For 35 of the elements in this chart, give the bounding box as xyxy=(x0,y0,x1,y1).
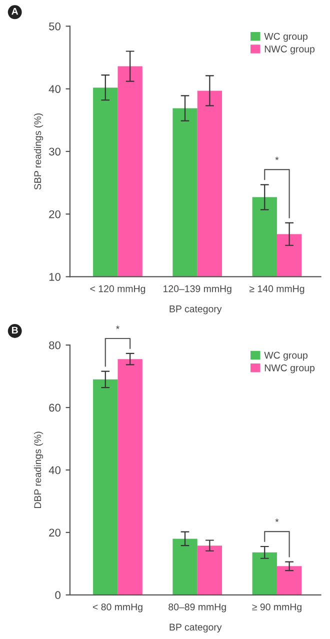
y-axis-title: SBP readings (%) xyxy=(34,113,44,190)
y-tick-label: 40 xyxy=(48,85,60,93)
x-tick-label: 80–89 mmHg xyxy=(168,604,226,612)
bar xyxy=(93,379,118,595)
bar xyxy=(172,538,198,595)
bar xyxy=(197,546,222,595)
bar xyxy=(118,359,142,595)
x-tick-label: < 120 mmHg xyxy=(90,285,146,294)
bar xyxy=(252,552,277,595)
annotation: * xyxy=(275,156,279,160)
y-tick-label: 20 xyxy=(49,528,60,537)
y-tick-label: 0 xyxy=(55,591,60,600)
chart-title: A xyxy=(12,8,18,15)
chart-title: B xyxy=(12,326,18,334)
x-tick-label: ≥ 90 mmHg xyxy=(252,604,302,612)
x-axis-title: BP category xyxy=(170,624,222,632)
bar xyxy=(276,566,302,595)
x-tick-label: < 80 mmHg xyxy=(92,604,142,612)
annotation: * xyxy=(275,518,279,522)
y-tick-label: 20 xyxy=(49,210,60,218)
y-tick-label: 60 xyxy=(49,404,60,412)
y-tick-label: 50 xyxy=(49,22,60,30)
legend-label: WC group xyxy=(264,32,308,42)
y-tick-label: 30 xyxy=(49,148,60,156)
legend-label: NWC group xyxy=(264,364,315,374)
x-tick-label: 120–139 mmHg xyxy=(164,285,232,294)
text: * xyxy=(116,326,120,330)
x-axis-title: BP category xyxy=(170,306,222,314)
y-tick-label: 10 xyxy=(49,272,60,281)
y-tick-label: 40 xyxy=(48,466,60,474)
y-axis-title: DBP readings (%) xyxy=(34,432,44,508)
y-tick-label: 80 xyxy=(49,341,60,350)
x-tick-label: ≥ 140 mmHg xyxy=(249,285,304,294)
legend-label: WC group xyxy=(264,352,308,361)
legend-label: NWC group xyxy=(264,46,315,54)
